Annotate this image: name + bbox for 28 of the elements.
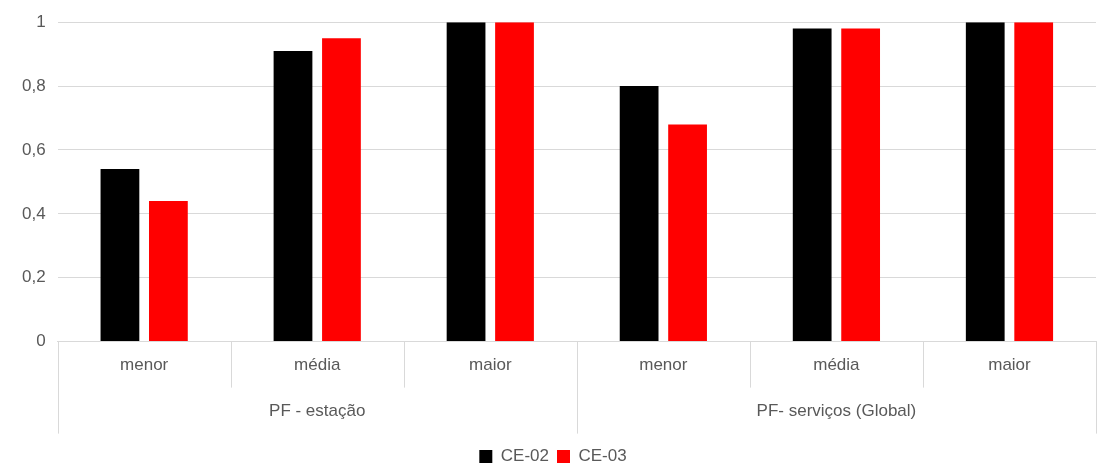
y-tick-label: 0,2	[21, 267, 46, 287]
bar	[322, 38, 361, 342]
bar	[446, 22, 486, 342]
text: PF- serviços (Global)	[756, 401, 917, 421]
x-tick-label: maior	[988, 355, 1032, 375]
x-tick-label: menor	[120, 355, 169, 375]
bar	[149, 201, 188, 342]
bar	[841, 28, 881, 342]
bar	[668, 124, 707, 342]
legend-label: CE-03	[578, 446, 627, 466]
x-tick-label: menor	[639, 355, 688, 375]
legend-label: CE-02	[500, 446, 549, 466]
text: PF - estação	[269, 401, 366, 421]
y-tick-label: 0,8	[21, 75, 46, 95]
bar	[1014, 22, 1054, 342]
bar	[792, 28, 832, 342]
bar	[495, 22, 534, 342]
bar	[965, 22, 1005, 342]
bar	[100, 169, 140, 342]
x-tick-label: média	[294, 355, 341, 375]
y-tick-label: 0,6	[21, 139, 46, 159]
x-tick-label: maior	[469, 355, 512, 375]
x-tick-label: média	[813, 355, 861, 375]
bar	[273, 50, 313, 342]
y-tick-label: 1	[36, 11, 46, 31]
bar	[619, 86, 659, 342]
y-tick-label: 0	[36, 331, 46, 351]
y-tick-label: 0,4	[21, 203, 46, 223]
